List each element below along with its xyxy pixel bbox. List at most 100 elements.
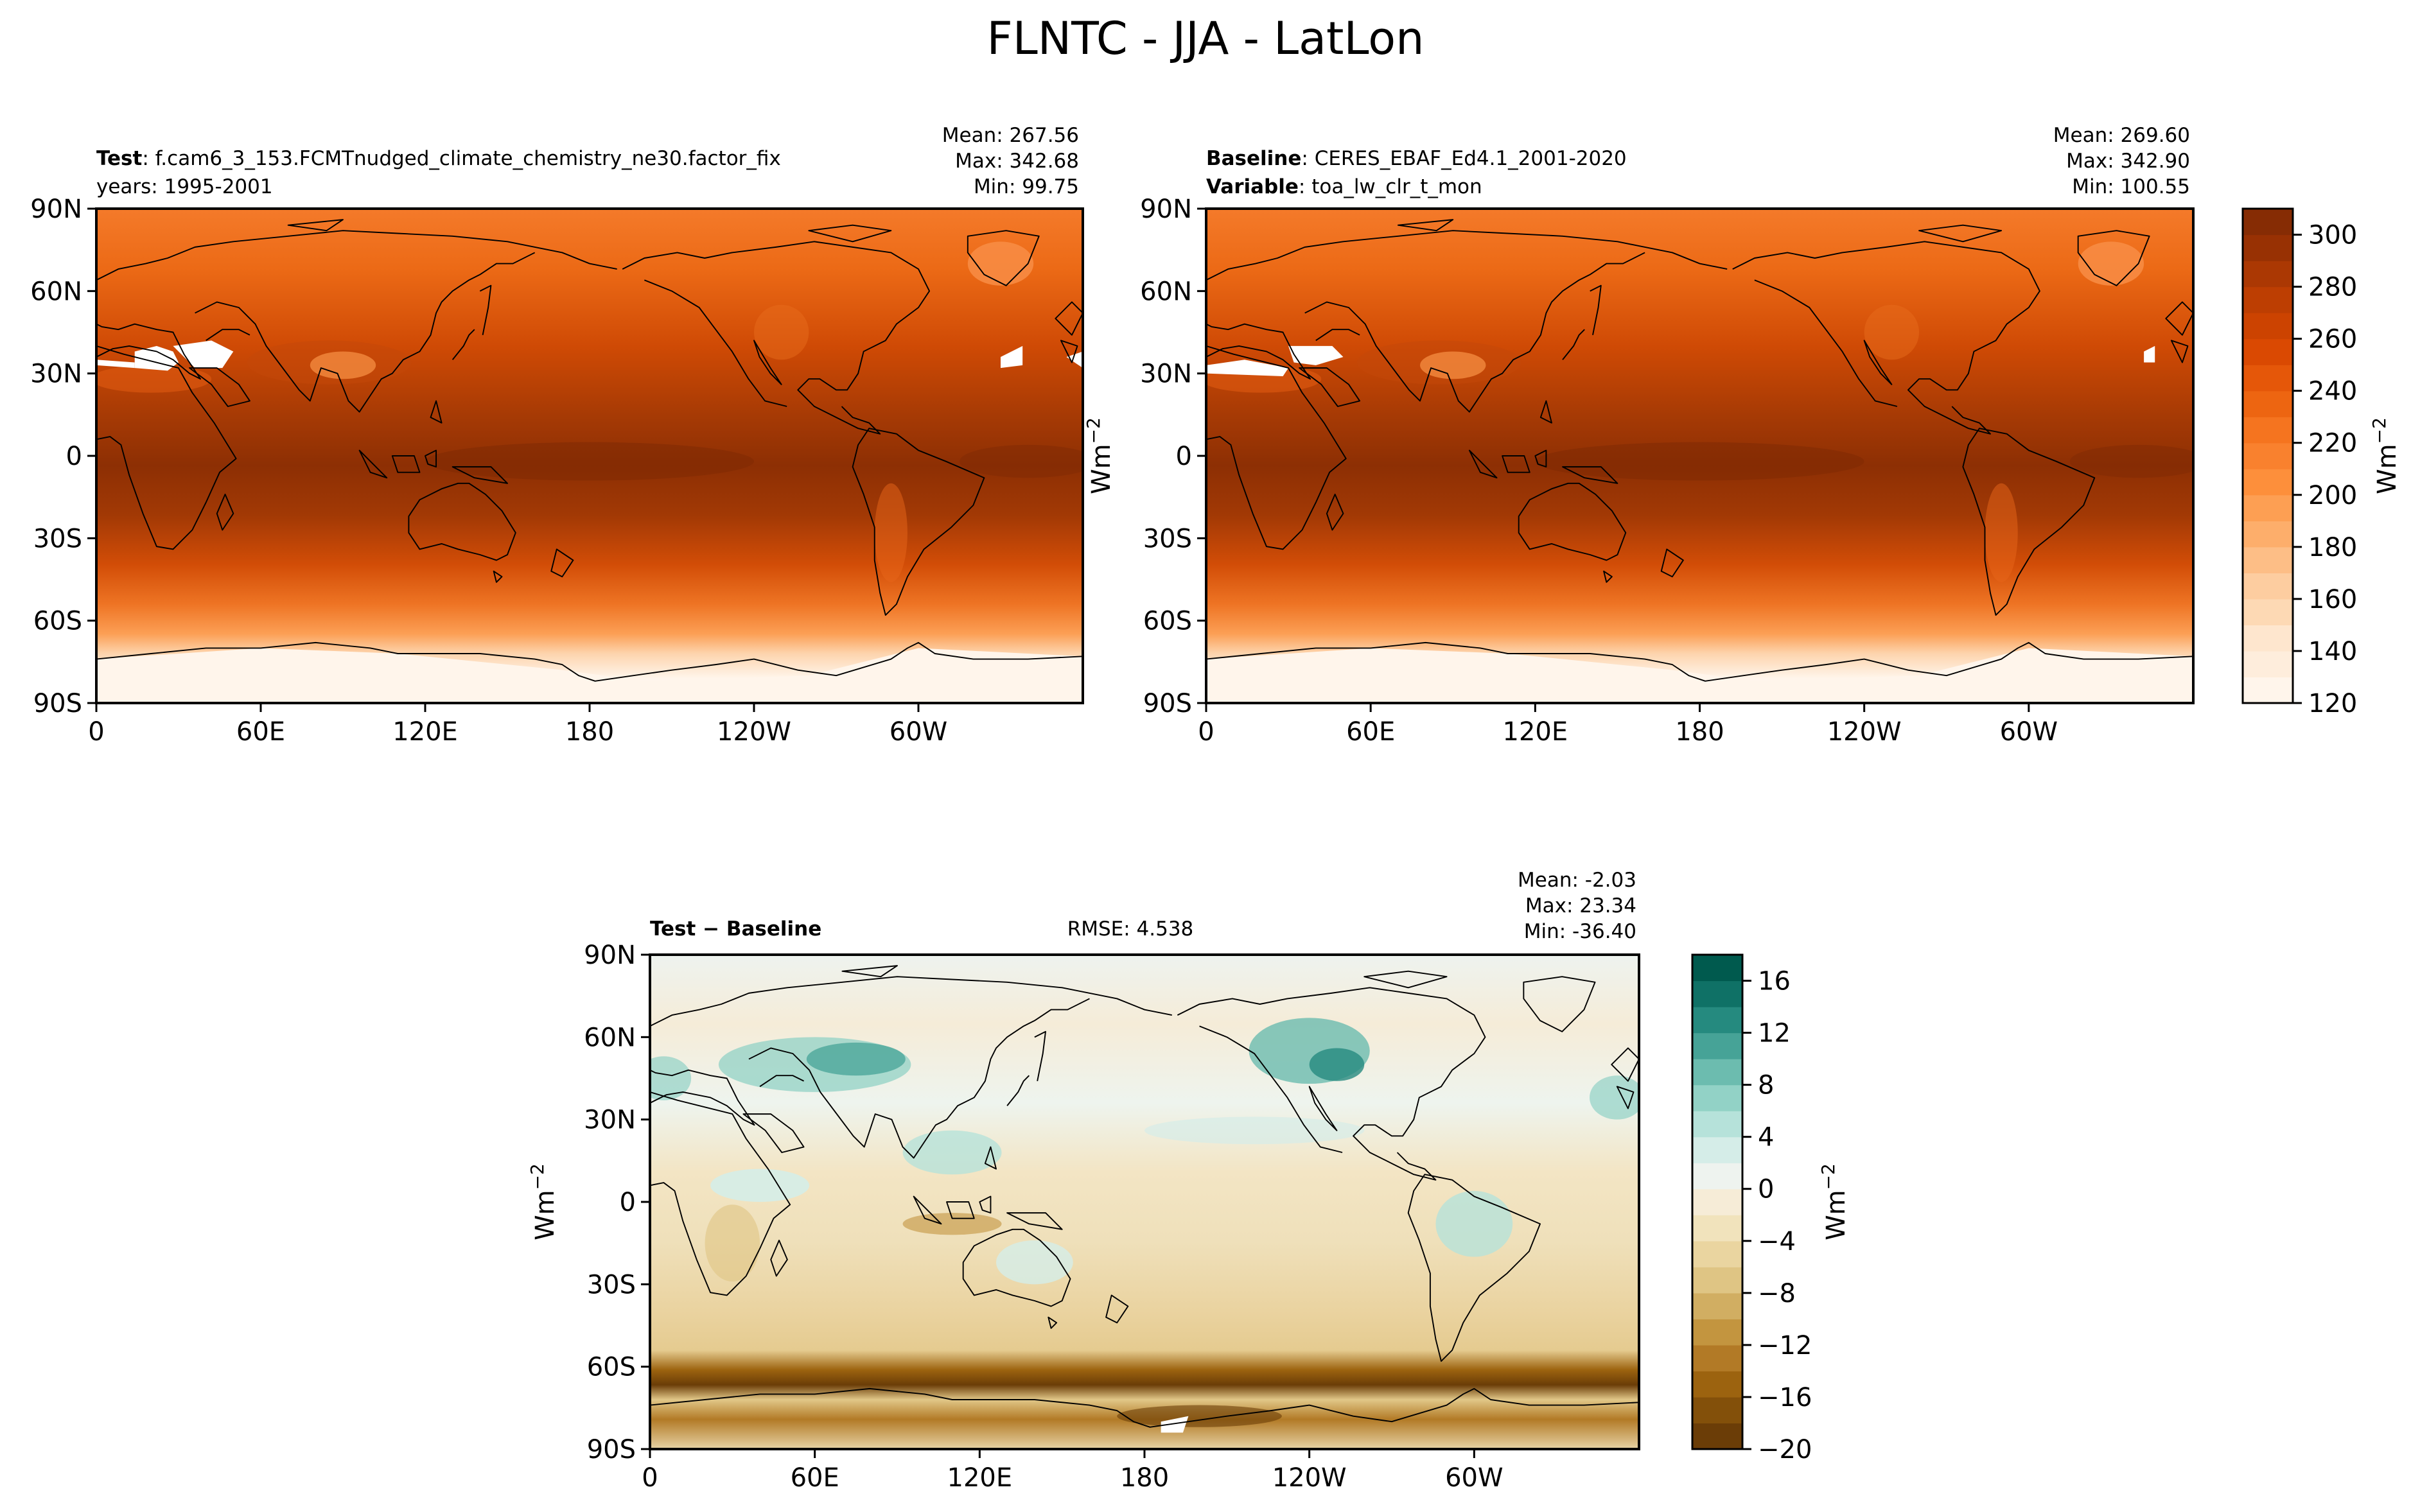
diff-ytick-label: 30S (587, 1270, 636, 1299)
abs-colorbar-swatch (2243, 469, 2293, 496)
diff-colorbar-swatch (1692, 1059, 1742, 1086)
diff-stat-mean: Mean: -2.03 (1518, 869, 1636, 892)
test-xtick-label: 0 (88, 717, 104, 747)
abs-colorbar-swatch (2243, 650, 2293, 678)
abs-colorbar-label: 140 (2308, 637, 2357, 666)
diff-colorbar-swatch (1692, 1240, 1742, 1267)
abs-colorbar-swatch (2243, 261, 2293, 288)
diff-xtick-label: 60E (791, 1463, 839, 1493)
abs-colorbar-swatch (2243, 313, 2293, 340)
diff-xtick-label: 120E (947, 1463, 1013, 1493)
baseline-label: Baseline: CERES_EBAF_Ed4.1_2001-2020 (1206, 147, 1627, 170)
abs-colorbar: 120 140 160 180 200 220 240 260 280 300 Wm−2 (2241, 207, 2402, 718)
diff-units: Wm−2 (527, 1163, 560, 1240)
abs-colorbar-units: Wm−2 (2369, 417, 2402, 494)
abs-colorbar-swatch (2243, 390, 2293, 417)
diff-colorbar-swatch (1692, 1344, 1742, 1372)
diff-rmse: RMSE: 4.538 (1067, 917, 1194, 941)
test-xtick-label: 60W (890, 717, 947, 747)
abs-colorbar-swatch (2243, 417, 2293, 444)
diff-colorbar-swatch (1692, 1032, 1742, 1059)
baseline-ytick-label: 90N (1140, 195, 1192, 224)
diff-xtick-label: 60W (1445, 1463, 1503, 1493)
diff-label: Test − Baseline (650, 917, 821, 941)
test-xtick-label: 180 (565, 717, 614, 747)
diff-colorbar-label: 0 (1758, 1175, 1774, 1204)
abs-colorbar-label: 240 (2308, 377, 2357, 406)
baseline-stat-min: Min: 100.55 (2072, 175, 2190, 198)
diff-ytick-label: 0 (620, 1188, 636, 1217)
diff-xtick-label: 120W (1272, 1463, 1347, 1493)
baseline-stat-max: Max: 342.90 (2066, 150, 2190, 173)
test-ytick-label: 30N (30, 360, 82, 389)
diff-colorbar-label: −16 (1758, 1383, 1812, 1412)
diff-stat-min: Min: -36.40 (1524, 920, 1636, 943)
abs-colorbar-label: 300 (2308, 221, 2357, 250)
baseline-ytick-label: 30S (1143, 524, 1192, 553)
test-axes: 0 60E 120E 180 120W 60W 90N 60N 30N 0 30S 60S 90S (30, 195, 947, 747)
diff-colorbar-label: −12 (1758, 1331, 1812, 1360)
diff-colorbar-swatch (1692, 1215, 1742, 1242)
test-ytick-label: 0 (66, 442, 82, 471)
test-years: years: 1995-2001 (96, 175, 273, 198)
diff-axes: 0 60E 120E 180 120W 60W 90N 60N 30N 0 30S 60S 90S (584, 941, 1503, 1493)
baseline-variable: Variable: toa_lw_clr_t_mon (1206, 175, 1482, 198)
baseline-stat-mean: Mean: 269.60 (2053, 124, 2190, 147)
diff-colorbar-swatch (1692, 1007, 1742, 1034)
test-map (96, 209, 1083, 703)
diff-colorbar-label: −8 (1758, 1279, 1796, 1308)
abs-colorbar-swatch (2243, 286, 2293, 313)
diff-colorbar-swatch (1692, 1163, 1742, 1190)
diff-ytick-label: 30N (584, 1106, 636, 1135)
abs-colorbar-label: 160 (2308, 585, 2357, 614)
baseline-units: Wm−2 (1083, 417, 1116, 494)
baseline-ytick-label: 60S (1143, 607, 1192, 636)
diff-colorbar-swatch (1692, 1084, 1742, 1111)
diff-colorbar-swatch (1692, 1396, 1742, 1424)
abs-colorbar-swatch (2243, 677, 2293, 704)
test-xtick-label: 60E (236, 717, 285, 747)
test-ytick-label: 60N (30, 277, 82, 306)
baseline-xtick-label: 0 (1198, 717, 1214, 747)
baseline-panel: Baseline: CERES_EBAF_Ed4.1_2001-2020 Var… (1140, 124, 2195, 747)
diff-map (650, 955, 1639, 1449)
diff-colorbar-label: 12 (1758, 1019, 1791, 1048)
diff-colorbar-label: 4 (1758, 1123, 1774, 1152)
abs-colorbar-swatch (2243, 573, 2293, 600)
diff-panel: Test − Baseline RMSE: 4.538 Mean: -2.03 … (527, 869, 1640, 1493)
abs-colorbar-swatch (2243, 625, 2293, 652)
abs-colorbar-swatch (2243, 521, 2293, 548)
test-stat-min: Min: 99.75 (974, 175, 1079, 198)
baseline-xtick-label: 60W (2000, 717, 2058, 747)
baseline-xtick-label: 180 (1675, 717, 1724, 747)
baseline-xtick-label: 120W (1827, 717, 1902, 747)
diff-colorbar-swatch (1692, 955, 1742, 982)
diff-ytick-label: 90S (587, 1435, 636, 1464)
baseline-ytick-label: 0 (1176, 442, 1192, 471)
test-stat-max: Max: 342.68 (955, 150, 1079, 173)
baseline-ytick-label: 30N (1140, 360, 1192, 389)
diff-ytick-label: 90N (584, 941, 636, 970)
abs-colorbar-swatch (2243, 546, 2293, 573)
abs-colorbar-swatch (2243, 494, 2293, 521)
abs-colorbar-swatch (2243, 234, 2293, 261)
baseline-ytick-label: 90S (1143, 689, 1192, 718)
diff-colorbar-label: −4 (1758, 1227, 1796, 1256)
test-ytick-label: 90S (33, 689, 82, 718)
test-stat-mean: Mean: 267.56 (942, 124, 1079, 147)
diff-colorbar-label: 16 (1758, 967, 1791, 996)
baseline-ytick-label: 60N (1140, 277, 1192, 306)
diff-colorbar-swatch (1692, 1319, 1742, 1346)
diff-xtick-label: 180 (1120, 1463, 1169, 1493)
test-ytick-label: 60S (33, 607, 82, 636)
test-xtick-label: 120W (717, 717, 791, 747)
test-ytick-label: 90N (30, 195, 82, 224)
diff-colorbar: −20 −16 −12 −8 −4 0 4 8 12 16 Wm−2 (1691, 953, 1851, 1464)
baseline-xtick-label: 120E (1503, 717, 1568, 747)
abs-colorbar-label: 200 (2308, 481, 2357, 510)
diff-xtick-label: 0 (642, 1463, 658, 1493)
abs-colorbar-swatch (2243, 442, 2293, 469)
abs-colorbar-label: 120 (2308, 689, 2357, 718)
abs-colorbar-swatch (2243, 209, 2293, 236)
